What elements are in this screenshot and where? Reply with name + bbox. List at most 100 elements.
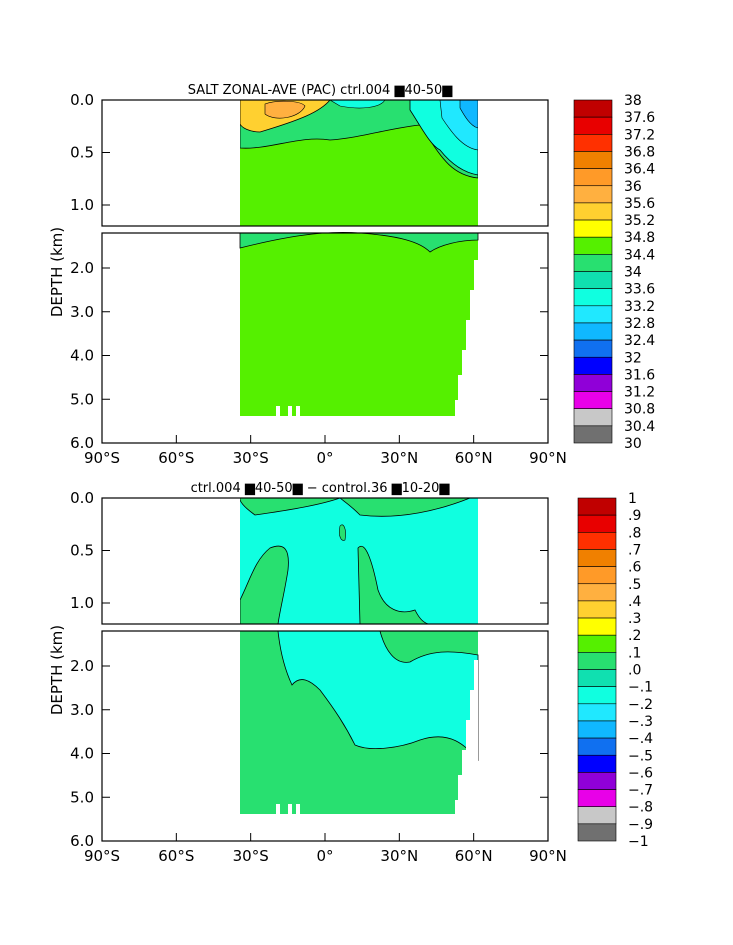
top-title: SALT ZONAL-AVE (PAC) ctrl.004 ▆40-50▆ (188, 83, 453, 98)
bottom-upper-field (102, 497, 548, 625)
x-tick-label: 60°N (455, 449, 493, 467)
bottom-upper-frame (101, 497, 549, 625)
colorbar-cell (577, 772, 617, 790)
colorbar-label: .0 (628, 663, 641, 679)
colorbar-cell (573, 254, 613, 272)
colorbar-label: 30 (624, 436, 642, 452)
colorbar-cell (573, 151, 613, 169)
y-tick-label: 0.5 (70, 542, 94, 560)
top-lower-band (239, 231, 479, 253)
colorbar-label: 1 (628, 491, 637, 507)
colorbar-label: 32.4 (624, 333, 655, 349)
top-lower-bg (240, 233, 478, 416)
colorbar-cell (577, 806, 617, 825)
x-tick-label: 30°N (380, 847, 418, 865)
y-tick-label: 5.0 (70, 788, 94, 806)
y-tick-label: 4.0 (70, 347, 94, 365)
bottom-surface-patch-2 (338, 497, 471, 517)
top-y-ticks-lower: 2.0 3.0 4.0 5.0 6.0 (70, 259, 548, 452)
colorbar-label: 31.6 (624, 367, 655, 383)
colorbar-cell (573, 408, 613, 427)
x-tick-label: 90°N (529, 847, 567, 865)
y-tick-label: 0.0 (70, 91, 94, 109)
bottom-x-ticks: 90°S 60°S 30°S 0° 30°N 60°N 90°N (84, 833, 567, 865)
colorbar-cell (573, 185, 613, 204)
colorbar-cell (577, 720, 617, 739)
colorbar-cell (573, 116, 613, 135)
colorbar-label: 34 (624, 265, 642, 281)
y-tick-label: 2.0 (70, 259, 94, 277)
colorbar-label: 34.4 (624, 247, 655, 263)
x-tick-label: 30°N (380, 449, 418, 467)
bottom-west-patch (239, 545, 289, 625)
colorbar-cell (573, 99, 613, 118)
colorbar-label: 30.8 (624, 402, 655, 418)
colorbar-cell (573, 168, 613, 187)
colorbar-cell (577, 686, 617, 705)
bottom-y-label: DEPTH (km) (48, 625, 66, 715)
top-upper-field (102, 99, 548, 226)
colorbar-label: .9 (628, 508, 641, 524)
top-colorbar: 3837.637.236.836.43635.635.234.834.43433… (573, 93, 655, 452)
colorbar-label: 35.2 (624, 213, 655, 229)
x-tick-label: 90°S (84, 847, 120, 865)
colorbar-cell (577, 754, 617, 773)
x-tick-label: 30°S (233, 449, 269, 467)
bottom-negative-region (277, 630, 479, 762)
colorbar-label: 36.8 (624, 144, 655, 160)
top-upper-frame (101, 99, 549, 227)
colorbar-label: .3 (628, 611, 641, 627)
top-y-label: DEPTH (km) (48, 227, 66, 317)
colorbar-cell (577, 583, 617, 602)
top-fresh-deep (459, 99, 479, 129)
colorbar-label: 37.2 (624, 127, 655, 143)
colorbar-cell (577, 703, 617, 722)
colorbar-label: −.7 (628, 783, 653, 799)
bottom-title: ctrl.004 ▆40-50▆ − control.36 ▆10-20▆ (191, 481, 451, 496)
colorbar-cell (573, 288, 613, 307)
colorbar-label: 32.8 (624, 316, 655, 332)
colorbar-label: .2 (628, 628, 641, 644)
colorbar-cell (577, 669, 617, 687)
colorbar-label: −.3 (628, 714, 653, 730)
top-y-ticks-upper: 0.0 0.5 1.0 (70, 91, 548, 214)
colorbar-cell (573, 339, 613, 358)
colorbar-label: −.1 (628, 680, 653, 696)
colorbar-cell (577, 600, 617, 619)
colorbar-label: 31.2 (624, 385, 655, 401)
colorbar-cell (573, 391, 613, 409)
y-tick-label: 6.0 (70, 434, 94, 452)
colorbar-label: −.6 (628, 765, 653, 781)
top-lower-field (239, 231, 479, 416)
colorbar-cell (573, 356, 613, 375)
colorbar-cell (573, 374, 613, 392)
colorbar-cell (577, 652, 617, 670)
x-tick-label: 60°N (455, 847, 493, 865)
x-tick-label: 60°S (158, 449, 194, 467)
colorbar-cell (573, 219, 613, 238)
colorbar-label: −.4 (628, 731, 653, 747)
colorbar-cell (573, 236, 613, 255)
colorbar-cell (577, 823, 617, 842)
colorbar-label: 30.4 (624, 419, 655, 435)
bottom-colorbar: 1.9.8.7 .6.5.4.3.2.1 .0−.1−.2−.3−.4−.5−.6 −… (577, 491, 653, 850)
bottom-surface-patch (239, 497, 341, 516)
colorbar-cell (577, 566, 617, 585)
colorbar-cell (573, 271, 613, 289)
colorbar-label: 33.2 (624, 299, 655, 315)
bottom-y-ticks-lower: 2.0 3.0 4.0 5.0 6.0 (70, 657, 548, 850)
colorbar-label: 38 (624, 93, 642, 109)
colorbar-label: −.9 (628, 817, 653, 833)
colorbar-label: 32 (624, 350, 642, 366)
colorbar-label: 34.8 (624, 230, 655, 246)
x-tick-label: 90°S (84, 449, 120, 467)
colorbar-cell (577, 549, 617, 567)
colorbar-label: .6 (628, 560, 641, 576)
colorbar-cell (577, 789, 617, 807)
colorbar-cell (573, 425, 613, 444)
x-tick-label: 0° (316, 847, 333, 865)
bottom-y-ticks-upper: 0.0 0.5 1.0 (70, 489, 548, 612)
colorbar-label: −1 (628, 834, 649, 850)
colorbar-cell (573, 322, 613, 341)
